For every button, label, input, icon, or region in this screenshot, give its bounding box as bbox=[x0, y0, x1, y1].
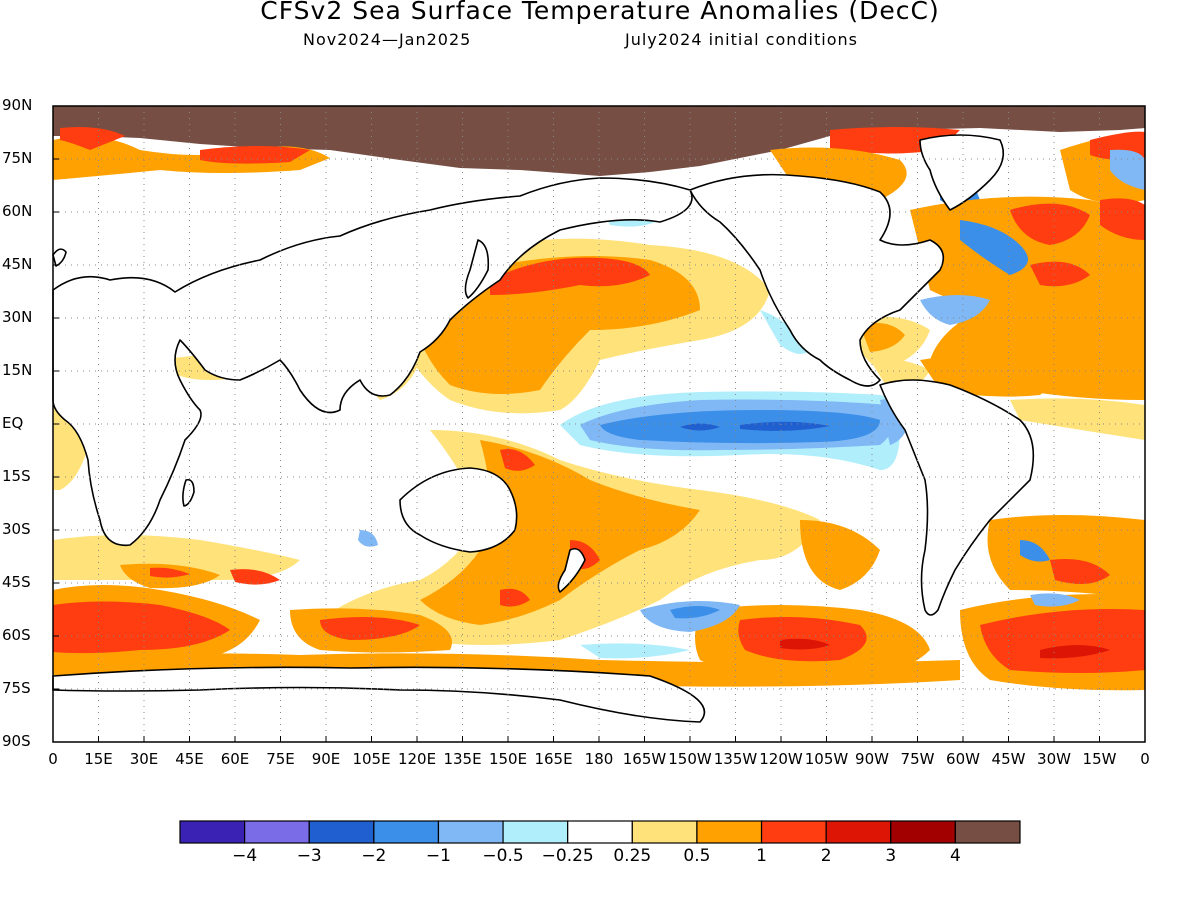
lon-tick-label: 0 bbox=[48, 750, 58, 768]
lon-tick-label: 45E bbox=[175, 750, 204, 768]
colorbar-tick-label: 4 bbox=[949, 846, 961, 866]
lon-tick-label: 150E bbox=[488, 750, 528, 768]
axis-ticks bbox=[52, 105, 1146, 743]
lon-tick-label: 45W bbox=[991, 750, 1026, 768]
colorbar-tick-label: 0.25 bbox=[613, 846, 652, 866]
colorbar-swatch bbox=[502, 820, 569, 844]
lat-tick-label: 30N bbox=[2, 308, 33, 326]
lon-tick-label: 90E bbox=[311, 750, 341, 768]
subtitle-period: Nov2024—Jan2025 bbox=[303, 30, 472, 49]
continents bbox=[52, 134, 1035, 723]
lon-tick-label: 165E bbox=[534, 750, 573, 768]
lon-tick-label: 0 bbox=[1140, 750, 1150, 768]
lat-tick-label: 30S bbox=[2, 520, 31, 538]
colorbar-tick-label: 0.5 bbox=[683, 846, 711, 866]
lon-tick-label: 60W bbox=[946, 750, 980, 768]
subtitle-initial-conditions: July2024 initial conditions bbox=[625, 30, 858, 49]
lat-tick-label: EQ bbox=[2, 414, 24, 432]
colorbar-tick-label: 3 bbox=[885, 846, 897, 866]
colorbar bbox=[179, 820, 1021, 844]
lon-tick-label: 105E bbox=[352, 750, 391, 768]
lon-tick-label: 135E bbox=[443, 750, 482, 768]
colorbar-tick-label: 1 bbox=[756, 846, 767, 866]
colorbar-swatch bbox=[760, 820, 827, 844]
colorbar-tick-label: −1 bbox=[425, 846, 451, 866]
lon-tick-label: 15E bbox=[84, 750, 113, 768]
lat-tick-label: 90N bbox=[2, 96, 33, 114]
colorbar-swatch bbox=[308, 820, 375, 844]
lon-tick-label: 75E bbox=[266, 750, 295, 768]
colorbar-swatch bbox=[696, 820, 763, 844]
colorbar-tick-label: −2 bbox=[361, 846, 387, 866]
lon-tick-label: 120E bbox=[397, 750, 437, 768]
lon-tick-label: 75W bbox=[900, 750, 935, 768]
lon-tick-label: 165W bbox=[622, 750, 667, 768]
colorbar-swatch bbox=[437, 820, 504, 844]
grid-lines bbox=[53, 106, 1145, 742]
lat-tick-label: 15N bbox=[2, 361, 33, 379]
colorbar-tick-label: −0.5 bbox=[482, 846, 524, 866]
colorbar-tick-label: 2 bbox=[820, 846, 832, 866]
lon-tick-label: 30E bbox=[129, 750, 159, 768]
colorbar-swatch bbox=[179, 820, 246, 844]
lat-tick-label: 45S bbox=[2, 573, 31, 591]
lon-tick-label: 30W bbox=[1037, 750, 1071, 768]
lat-tick-label: 15S bbox=[2, 467, 31, 485]
lat-tick-label: 90S bbox=[2, 732, 31, 750]
lat-tick-label: 75N bbox=[2, 149, 33, 167]
arctic-ice bbox=[53, 106, 1145, 176]
colorbar-swatch bbox=[825, 820, 892, 844]
colorbar-swatch bbox=[631, 820, 698, 844]
colorbar-tick-label: −4 bbox=[232, 846, 258, 866]
lon-tick-label: 15W bbox=[1082, 750, 1117, 768]
lon-tick-label: 135W bbox=[713, 750, 758, 768]
lat-tick-label: 60S bbox=[2, 626, 31, 644]
lon-tick-label: 90W bbox=[855, 750, 889, 768]
colorbar-swatch bbox=[954, 820, 1021, 844]
colorbar-swatch bbox=[890, 820, 956, 844]
chart-title: CFSv2 Sea Surface Temperature Anomalies … bbox=[260, 0, 940, 25]
colorbar-swatch bbox=[244, 820, 310, 844]
lat-tick-label: 45N bbox=[2, 255, 33, 273]
lon-tick-label: 150W bbox=[668, 750, 712, 768]
lon-tick-label: 60E bbox=[220, 750, 250, 768]
lon-tick-label: 180 bbox=[584, 750, 614, 768]
lat-tick-label: 75S bbox=[2, 679, 31, 697]
lat-tick-label: 60N bbox=[2, 202, 33, 220]
colorbar-swatch bbox=[373, 820, 440, 844]
lon-tick-label: 105W bbox=[804, 750, 849, 768]
colorbar-tick-label: −3 bbox=[296, 846, 322, 866]
lon-tick-label: 120W bbox=[759, 750, 803, 768]
colorbar-tick-label: −0.25 bbox=[541, 846, 594, 866]
colorbar-swatch bbox=[567, 820, 633, 844]
